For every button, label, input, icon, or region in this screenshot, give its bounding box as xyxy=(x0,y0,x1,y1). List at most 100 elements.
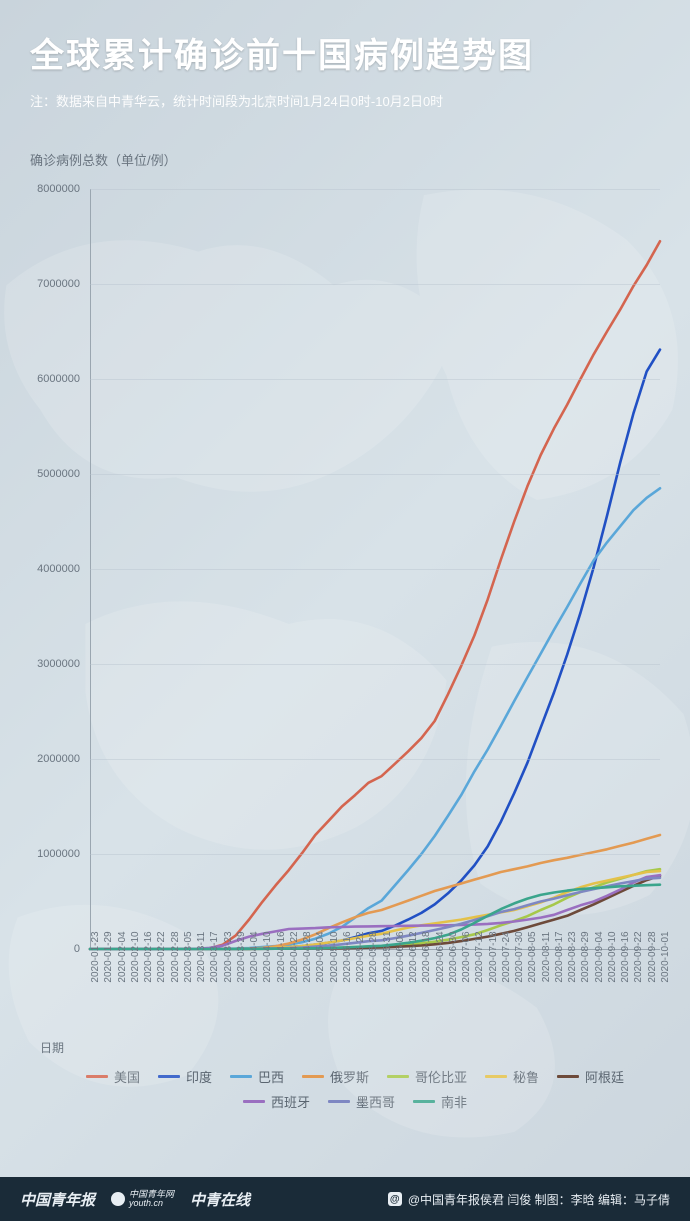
x-tick: 2020-03-05 xyxy=(183,931,194,982)
legend-label: 印度 xyxy=(186,1067,212,1086)
x-axis-label: 日期 xyxy=(40,1039,64,1056)
x-tick: 2020-03-11 xyxy=(196,932,207,982)
legend-item: 墨西哥 xyxy=(328,1092,395,1111)
x-tick: 2020-02-04 xyxy=(117,931,128,982)
x-tick: 2020-09-04 xyxy=(594,931,605,982)
legend-swatch xyxy=(485,1075,507,1078)
x-tick: 2020-07-24 xyxy=(501,931,512,982)
weibo-icon: @ xyxy=(388,1192,402,1206)
legend-label: 美国 xyxy=(114,1067,140,1086)
x-tick: 2020-07-06 xyxy=(461,931,472,982)
x-tick: 2020-06-18 xyxy=(421,931,432,982)
x-tick: 2020-03-17 xyxy=(209,931,220,982)
footer-bar: 中国青年报 中国青年网youth.cn 中青在线 @ @中国青年报侯君 闫俊 制… xyxy=(0,1177,690,1221)
x-tick: 2020-08-29 xyxy=(580,931,591,982)
legend-swatch xyxy=(387,1075,409,1078)
x-tick: 2020-02-10 xyxy=(130,931,141,982)
gridline xyxy=(90,379,660,380)
x-tick: 2020-09-22 xyxy=(633,931,644,982)
x-tick: 2020-08-11 xyxy=(541,932,552,982)
gridline xyxy=(90,284,660,285)
x-tick: 2020-02-22 xyxy=(156,931,167,982)
legend-label: 阿根廷 xyxy=(585,1067,624,1086)
legend-item: 美国 xyxy=(86,1067,140,1086)
y-tick: 8000000 xyxy=(20,183,80,195)
legend-swatch xyxy=(302,1075,324,1078)
x-tick: 2020-03-29 xyxy=(236,931,247,982)
credits-text: @中国青年报侯君 闫俊 制图：李晗 编辑：马子倩 xyxy=(408,1191,670,1208)
legend-item: 印度 xyxy=(158,1067,212,1086)
x-tick: 2020-09-10 xyxy=(607,931,618,982)
brand-zqzx: 中青在线 xyxy=(190,1189,250,1210)
x-tick: 2020-06-06 xyxy=(395,931,406,982)
footer-credits: @ @中国青年报侯君 闫俊 制图：李晗 编辑：马子倩 xyxy=(388,1191,670,1208)
legend: 美国 印度 巴西 俄罗斯 哥伦比亚 秘鲁 阿根廷西班牙 墨西哥 南非 xyxy=(70,1067,640,1111)
chart-area: 日期 0 1000000 2000000 3000000 4000000 5000000 6… xyxy=(20,179,670,1059)
y-tick: 1000000 xyxy=(20,848,80,860)
x-tick: 2020-02-28 xyxy=(170,931,181,982)
x-tick: 2020-08-05 xyxy=(527,931,538,982)
legend-item: 哥伦比亚 xyxy=(387,1067,467,1086)
x-tick: 2020-05-22 xyxy=(355,931,366,982)
x-tick: 2020-10-01 xyxy=(660,931,671,982)
x-tick: 2020-05-16 xyxy=(342,931,353,982)
x-tick: 2020-05-04 xyxy=(315,931,326,982)
y-tick: 3000000 xyxy=(20,658,80,670)
chart-subtitle: 注：数据来自中青华云，统计时间段为北京时间1月24日0时-10月2日0时 xyxy=(30,91,660,110)
gridline xyxy=(90,664,660,665)
legend-label: 西班牙 xyxy=(271,1092,310,1111)
x-tick: 2020-05-28 xyxy=(368,931,379,982)
legend-item: 阿根廷 xyxy=(557,1067,624,1086)
y-tick: 0 xyxy=(20,943,80,955)
legend-swatch xyxy=(413,1100,435,1103)
legend-label: 俄罗斯 xyxy=(330,1067,369,1086)
x-tick: 2020-05-10 xyxy=(329,931,340,982)
x-tick: 2020-01-23 xyxy=(90,931,101,982)
gridline xyxy=(90,569,660,570)
x-tick: 2020-07-12 xyxy=(474,931,485,982)
x-tick: 2020-06-30 xyxy=(448,931,459,982)
x-tick: 2020-09-28 xyxy=(647,931,658,982)
legend-label: 秘鲁 xyxy=(513,1067,539,1086)
legend-swatch xyxy=(158,1075,180,1078)
y-axis-label: 确诊病例总数（单位/例） xyxy=(30,150,690,169)
legend-swatch xyxy=(328,1100,350,1103)
x-tick: 2020-04-04 xyxy=(249,931,260,982)
y-tick: 6000000 xyxy=(20,373,80,385)
x-tick: 2020-08-17 xyxy=(554,931,565,982)
gridline xyxy=(90,759,660,760)
legend-label: 南非 xyxy=(441,1092,467,1111)
gridline xyxy=(90,854,660,855)
y-tick: 5000000 xyxy=(20,468,80,480)
gridline xyxy=(90,189,660,190)
x-tick: 2020-01-29 xyxy=(103,931,114,982)
legend-label: 巴西 xyxy=(258,1067,284,1086)
x-tick: 2020-04-22 xyxy=(289,931,300,982)
x-tick: 2020-03-23 xyxy=(223,931,234,982)
x-tick: 2020-07-30 xyxy=(514,931,525,982)
series-line xyxy=(90,350,660,949)
legend-item: 巴西 xyxy=(230,1067,284,1086)
legend-label: 墨西哥 xyxy=(356,1092,395,1111)
legend-item: 南非 xyxy=(413,1092,467,1111)
legend-swatch xyxy=(230,1075,252,1078)
header: 全球累计确诊前十国病例趋势图 注：数据来自中青华云，统计时间段为北京时间1月24… xyxy=(0,0,690,120)
footer-brands: 中国青年报 中国青年网youth.cn 中青在线 xyxy=(20,1189,250,1210)
x-tick: 2020-06-12 xyxy=(408,931,419,982)
legend-swatch xyxy=(86,1075,108,1078)
legend-item: 俄罗斯 xyxy=(302,1067,369,1086)
x-tick: 2020-04-10 xyxy=(262,931,273,982)
x-tick: 2020-08-23 xyxy=(567,931,578,982)
x-tick: 2020-05-31 xyxy=(382,931,393,982)
y-tick: 2000000 xyxy=(20,753,80,765)
x-tick: 2020-06-24 xyxy=(435,931,446,982)
brand-youth: 中国青年网youth.cn xyxy=(111,1190,174,1208)
x-tick: 2020-07-18 xyxy=(488,931,499,982)
x-tick: 2020-09-16 xyxy=(620,931,631,982)
legend-swatch xyxy=(557,1075,579,1078)
legend-label: 哥伦比亚 xyxy=(415,1067,467,1086)
legend-swatch xyxy=(243,1100,265,1103)
series-line xyxy=(90,488,660,949)
x-tick: 2020-02-16 xyxy=(143,931,154,982)
y-tick: 4000000 xyxy=(20,563,80,575)
